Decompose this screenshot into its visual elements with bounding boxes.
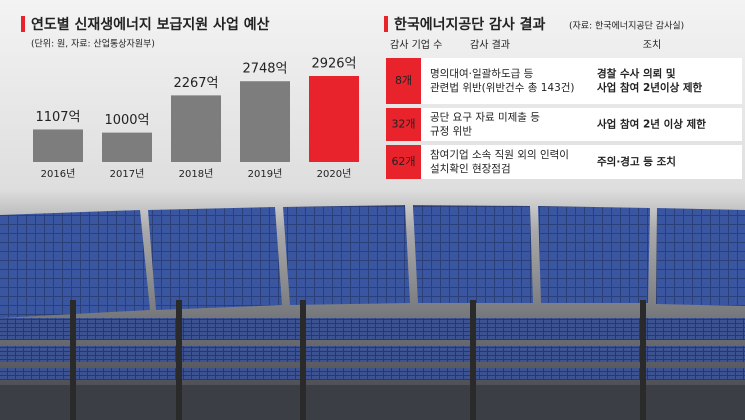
title-marker <box>21 16 25 32</box>
x-tick-label: 2017년 <box>110 168 145 180</box>
count-text: 8개 <box>395 74 412 87</box>
x-tick-label: 2018년 <box>179 168 214 180</box>
bar <box>33 129 83 162</box>
chart-subtitle: (단위: 원, 자료: 산업통상자원부) <box>31 39 155 50</box>
table-title: 한국에너지공단 감사 결과 <box>394 16 546 33</box>
table-row <box>386 108 742 141</box>
value-label: 2926억 <box>311 57 356 72</box>
x-tick-label: 2020년 <box>317 168 352 180</box>
title-marker <box>384 16 388 32</box>
x-tick-label: 2019년 <box>248 168 283 180</box>
bar <box>240 81 290 162</box>
cell-text: 설치확인 현장점검 <box>430 162 511 175</box>
table-row <box>386 58 742 104</box>
count-text: 32개 <box>391 118 415 131</box>
bar-chart: 1107억 2016년 1000억 2017년 2267억 2018년 2748억 2019년… <box>33 57 359 180</box>
bar <box>309 76 359 162</box>
column-header: 감사 기업 수 <box>390 38 442 51</box>
column-header: 감사 결과 <box>470 39 510 51</box>
cell-text: 공단 요구 자료 미제출 등 <box>430 112 540 124</box>
x-tick-label: 2016년 <box>41 168 76 180</box>
value-label: 1000억 <box>104 113 149 128</box>
cell-text: 규정 위반 <box>430 125 472 138</box>
table-row <box>386 145 742 179</box>
cell-text: 명의대여·일괄하도급 등 <box>430 67 534 80</box>
value-label: 2267억 <box>173 76 218 91</box>
bar <box>171 95 221 162</box>
count-cell <box>386 58 421 104</box>
cell-text: 관련법 위반(위반건수 총 143건) <box>430 81 575 94</box>
count-text: 62개 <box>391 155 415 168</box>
cell-text: 사업 참여 2년이상 제한 <box>597 81 703 94</box>
count-cell <box>386 145 421 179</box>
count-cell <box>386 108 421 141</box>
cell-text: 경찰 수사 의뢰 및 <box>597 67 676 80</box>
cell-text: 사업 참여 2년 이상 제한 <box>597 118 706 131</box>
column-header: 조치 <box>643 39 661 51</box>
value-label: 1107억 <box>35 110 80 125</box>
solar-panels <box>0 205 745 420</box>
chart-title: 연도별 신재생에너지 보급지원 사업 예산 <box>31 16 270 33</box>
table-source: (자료: 한국에너지공단 감사실) <box>569 20 684 32</box>
bar <box>102 132 152 162</box>
cell-text: 주의·경고 등 조치 <box>597 155 676 168</box>
cell-text: 참여기업 소속 직원 외의 인력이 <box>430 148 569 161</box>
value-label: 2748억 <box>242 62 287 77</box>
